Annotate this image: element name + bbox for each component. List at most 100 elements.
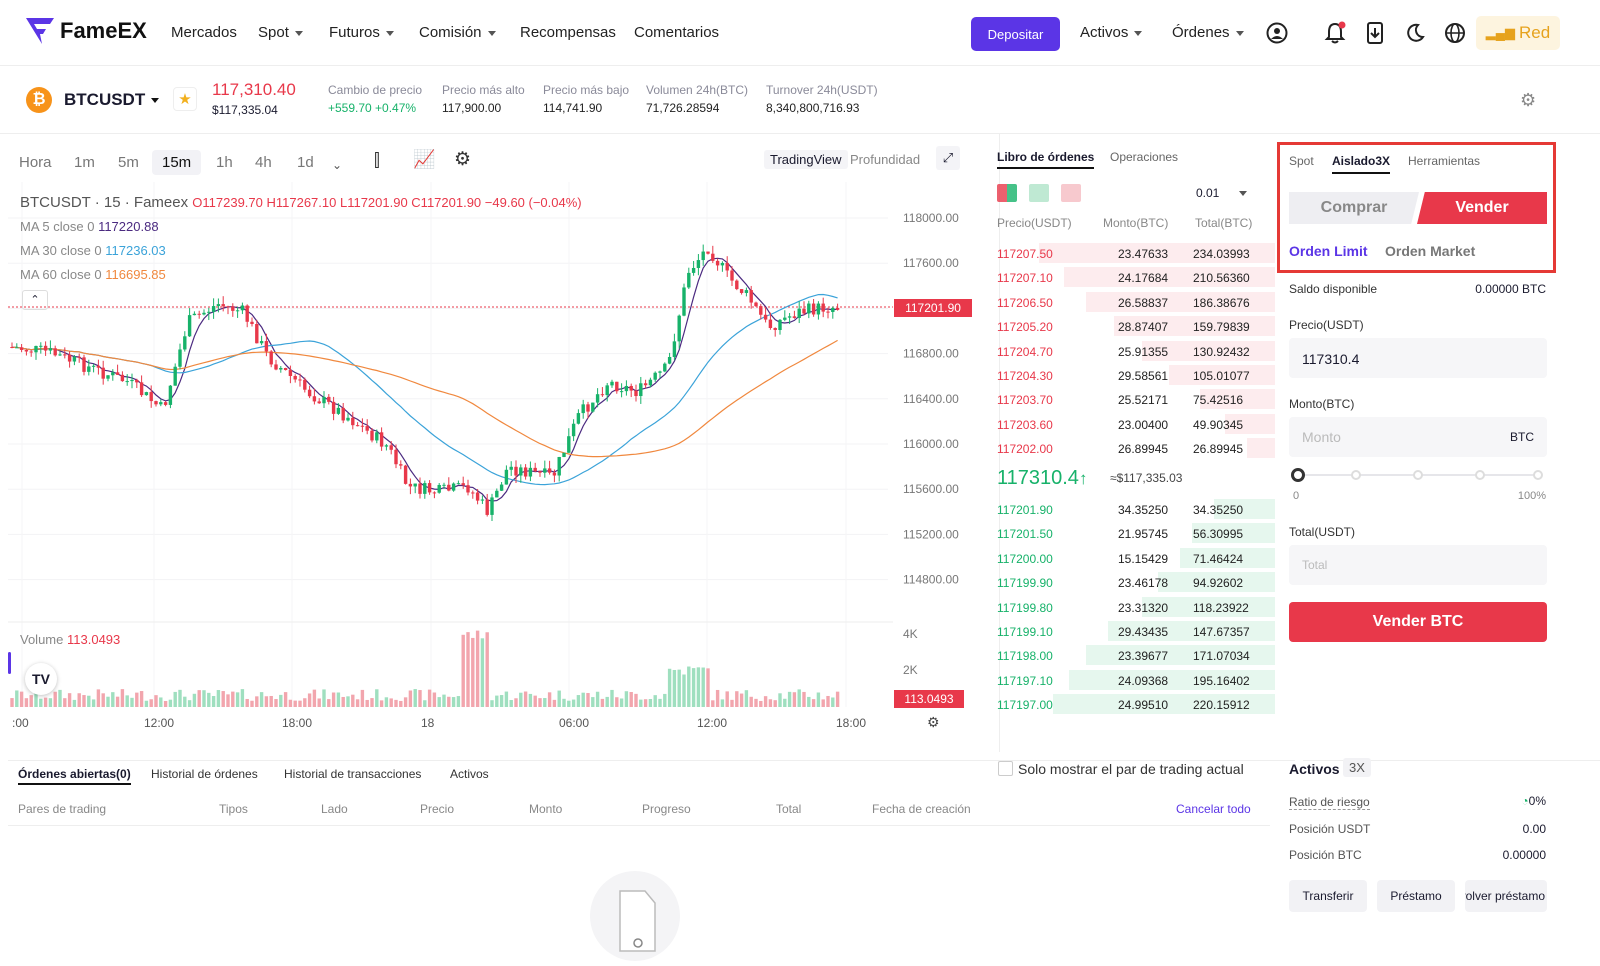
tab-open-orders[interactable]: Órdenes abiertas(0) [18,767,131,785]
candle-body [475,492,480,501]
tab-tools[interactable]: Herramientas [1408,154,1481,168]
volume-bar [701,667,705,707]
chart-time-settings-icon[interactable]: ⚙ [927,714,940,730]
precision-select[interactable]: 0.01 [1196,182,1252,204]
tf-hora[interactable]: Hora [19,154,52,171]
loan-button[interactable]: Préstamo [1377,880,1455,912]
indicator-icon[interactable]: 📈 [413,149,436,169]
bid-row[interactable]: 117200.00 15.15429 71.46424 [997,546,1275,570]
repay-loan-button[interactable]: Devolver préstamo [1465,880,1547,912]
ask-row[interactable]: 117203.70 25.52171 75.42516 [997,387,1275,411]
buy-tab-button[interactable]: Comprar [1289,192,1419,224]
settings-gear-icon[interactable]: ⚙ [1520,90,1537,110]
globe-icon[interactable] [1442,20,1468,46]
ask-row[interactable]: 117203.60 23.00400 49.90345 [997,412,1275,436]
risk-ratio-label[interactable]: Ratio de riesgo [1289,795,1370,810]
candle-body [303,379,307,390]
bid-row[interactable]: 117198.00 23.39677 171.07034 [997,643,1275,667]
bid-row[interactable]: 117199.90 23.46178 94.92602 [997,570,1275,594]
nav-comision[interactable]: Comisión [419,24,496,41]
amount-input[interactable]: Monto BTC [1289,417,1547,457]
brand-logo[interactable]: FameEX [26,18,147,44]
nav-recompensas[interactable]: Recompensas [520,24,616,41]
price-input[interactable]: 117310.4 [1289,338,1547,378]
tab-trades[interactable]: Operaciones [1110,150,1179,164]
bid-row[interactable]: 117197.00 24.99510 220.15912 [997,692,1275,716]
candle-body [154,401,158,405]
ask-row[interactable]: 117204.30 29.58561 105.01077 [997,363,1275,387]
cancel-all-link[interactable]: Cancelar todo [1176,802,1251,816]
fullscreen-icon[interactable]: ⤢ [936,146,960,170]
favorite-star-icon[interactable]: ★ [173,87,197,111]
slider-handle[interactable] [1291,468,1305,482]
slider-step-25[interactable] [1351,470,1361,480]
volume-bar [639,699,643,707]
order-type-limit[interactable]: Orden Limit [1289,243,1368,259]
nav-mercados[interactable]: Mercados [171,24,237,41]
ask-row[interactable]: 117207.50 23.47633 234.03993 [997,241,1275,265]
ob-price: 117200.00 [997,551,1053,566]
order-type-market[interactable]: Orden Market [1385,243,1476,259]
view-asks-icon[interactable] [1061,184,1081,202]
sell-tab-button[interactable]: Vender [1417,192,1547,224]
nav-ordenes[interactable]: Órdenes [1172,24,1244,41]
slider-step-100[interactable] [1533,470,1543,480]
tab-spot[interactable]: Spot [1289,154,1314,168]
bid-row[interactable]: 117197.10 24.09368 195.16402 [997,668,1275,692]
view-profundidad[interactable]: Profundidad [850,152,921,167]
tab-order-history[interactable]: Historial de órdenes [151,767,258,781]
nav-spot[interactable]: Spot [258,24,303,41]
view-both-icon[interactable] [997,184,1017,202]
pair-selector[interactable]: BTCUSDT [64,90,160,110]
view-bids-icon[interactable] [1029,184,1049,202]
candle-body [298,379,302,381]
candle-body [322,396,326,404]
depth-bar [1199,389,1275,410]
deposit-button[interactable]: Depositar [971,17,1060,51]
tab-isolated[interactable]: Aislado3X [1332,154,1391,174]
collapse-legend-button[interactable]: ⌃ [22,290,48,310]
only-current-checkbox[interactable] [998,761,1013,776]
only-current-label[interactable]: Solo mostrar el par de trading actual [1018,761,1244,777]
tf-1h[interactable]: 1h [216,154,233,171]
tf-1d[interactable]: 1d [297,154,314,171]
bid-row[interactable]: 117199.80 23.31320 118.23922 [997,595,1275,619]
slider-step-75[interactable] [1475,470,1485,480]
candle-type-icon[interactable]: ⫿ [374,150,380,170]
nav-activos[interactable]: Activos [1080,24,1143,41]
view-tradingview[interactable]: TradingView [764,150,848,169]
nav-comentarios[interactable]: Comentarios [634,24,720,41]
ask-row[interactable]: 117202.00 26.89945 26.89945 [997,436,1275,460]
tab-orderbook[interactable]: Libro de órdenes [997,150,1095,169]
tf-1m[interactable]: 1m [74,154,95,171]
user-icon[interactable] [1264,20,1290,46]
network-selector[interactable]: ▂▄▆ Red [1476,16,1560,50]
moon-icon[interactable] [1402,20,1428,46]
ask-row[interactable]: 117206.50 26.58837 186.38676 [997,290,1275,314]
tf-15m[interactable]: 15m [152,150,202,175]
amount-slider[interactable] [1291,467,1545,483]
chart-settings-icon[interactable]: ⚙ [454,149,472,170]
sell-btc-button[interactable]: Vender BTC [1289,602,1547,642]
tf-more-chevron-icon[interactable]: ⌄ [332,158,343,172]
transfer-button[interactable]: Transferir [1289,880,1367,912]
price-chart[interactable]: 118000.00117600.00117200.00116800.001164… [8,182,1000,742]
download-icon[interactable] [1362,20,1388,46]
ask-row[interactable]: 117204.70 25.91355 130.92432 [997,339,1275,363]
ma-line [11,339,838,458]
bid-row[interactable]: 117201.50 21.95745 56.30995 [997,521,1275,545]
ask-row[interactable]: 117205.20 28.87407 159.79839 [997,314,1275,338]
drawer-handle[interactable] [8,652,11,674]
tab-assets[interactable]: Activos [450,767,489,781]
total-input[interactable]: Total [1289,545,1547,585]
tf-5m[interactable]: 5m [118,154,139,171]
nav-futuros[interactable]: Futuros [329,24,394,41]
ask-row[interactable]: 117207.10 24.17684 210.56360 [997,265,1275,289]
tab-trade-history[interactable]: Historial de transacciones [284,767,422,781]
bid-row[interactable]: 117201.90 34.35250 34.35250 [997,497,1275,521]
bid-row[interactable]: 117199.10 29.43435 147.67357 [997,619,1275,643]
slider-step-50[interactable] [1413,470,1423,480]
ob-total: 118.23922 [1193,600,1249,615]
tf-4h[interactable]: 4h [255,154,272,171]
bell-icon[interactable] [1322,20,1348,46]
